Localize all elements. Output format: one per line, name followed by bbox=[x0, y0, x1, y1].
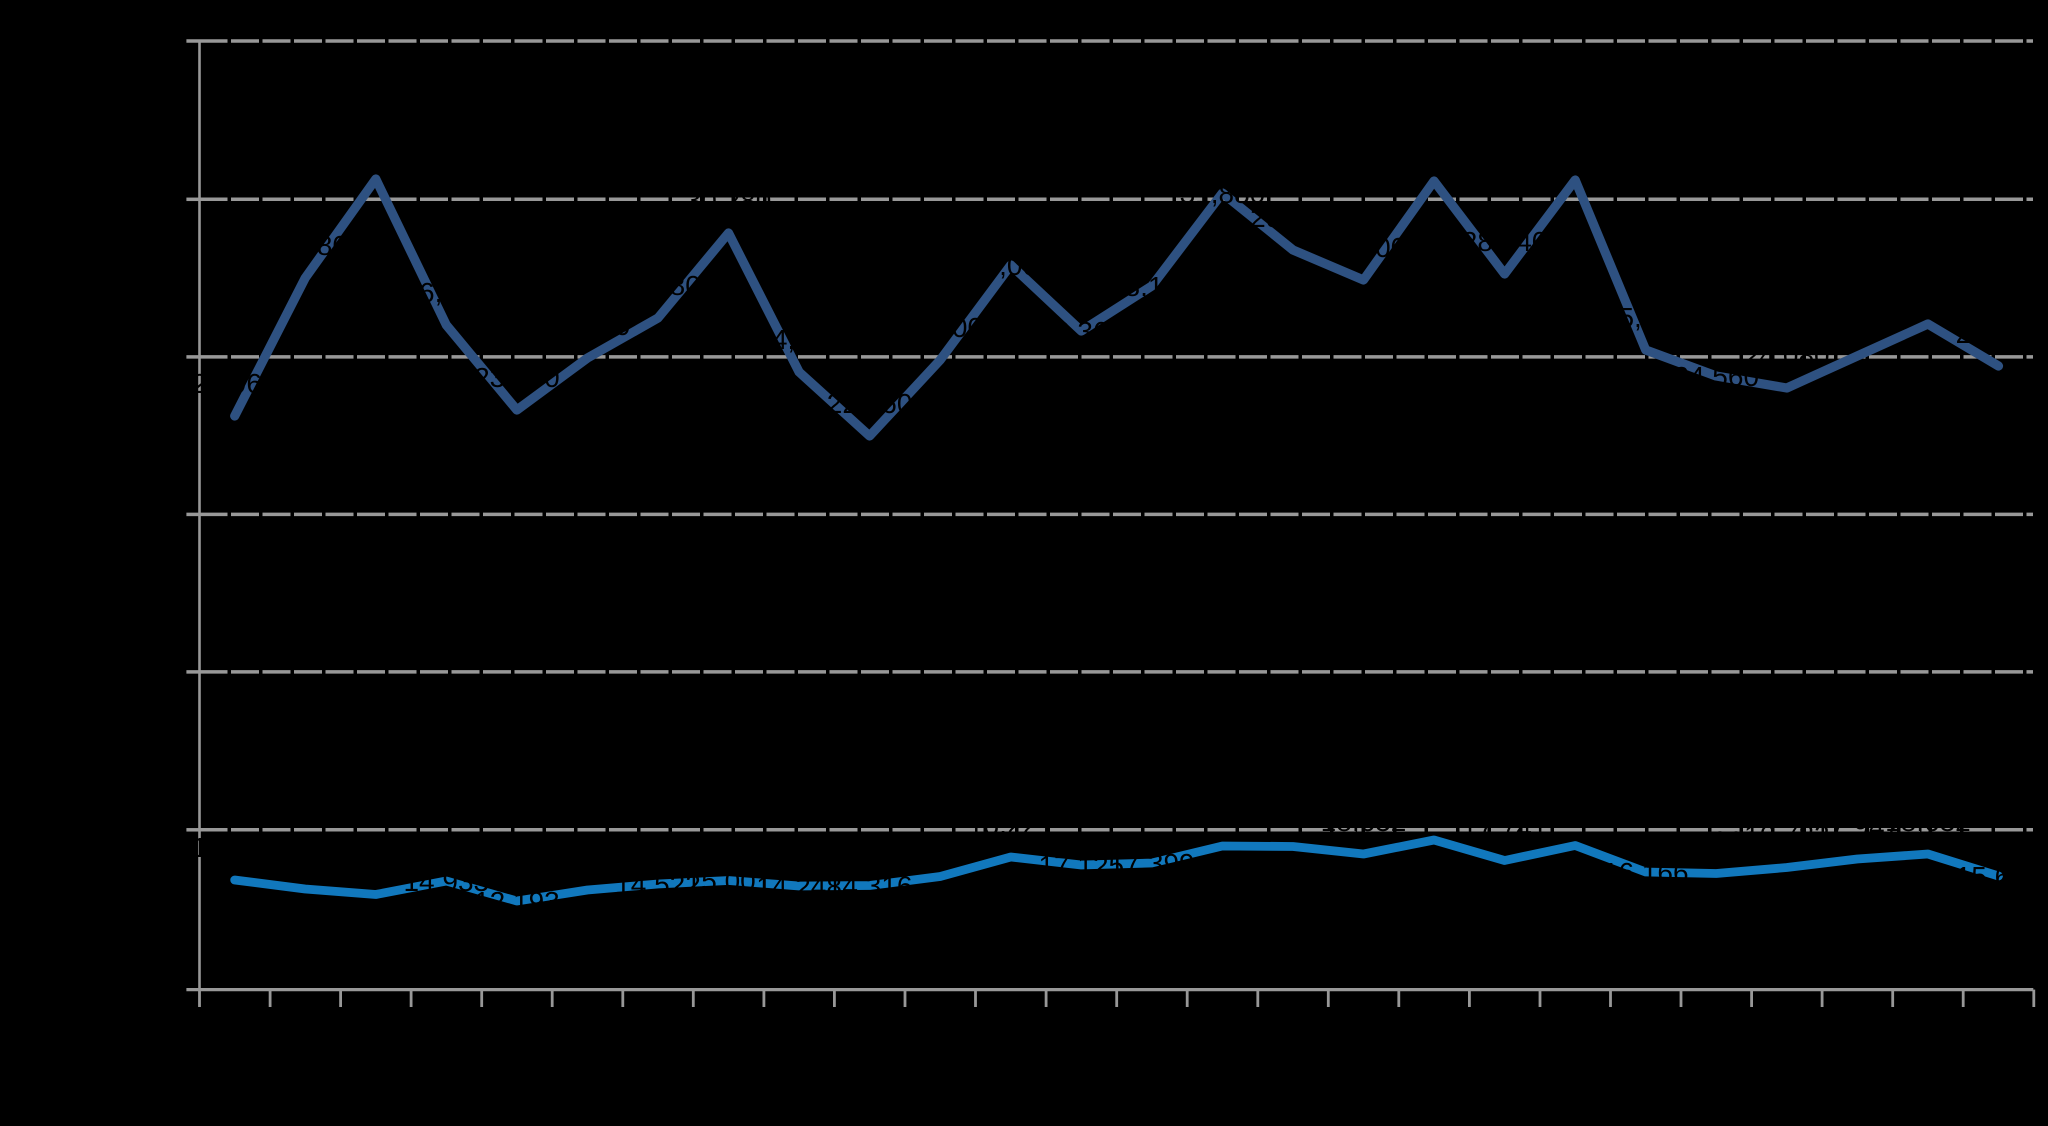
svg-text:15,070: 15,070 bbox=[192, 832, 278, 863]
svg-text:25,360: 25,360 bbox=[1814, 308, 1900, 339]
svg-text:15,960: 15,960 bbox=[1673, 826, 1759, 857]
svg-text:19,659: 19,659 bbox=[1250, 799, 1336, 830]
svg-text:23,200: 23,200 bbox=[474, 362, 560, 393]
svg-text:14,248: 14,248 bbox=[756, 871, 842, 902]
svg-text:24,560: 24,560 bbox=[1673, 361, 1759, 392]
svg-text:17,741: 17,741 bbox=[1462, 813, 1548, 844]
svg-text:28,480: 28,480 bbox=[262, 230, 348, 261]
svg-text:17,399: 17,399 bbox=[1109, 848, 1195, 879]
svg-text:19,796: 19,796 bbox=[1532, 798, 1618, 829]
svg-text:13,837: 13,837 bbox=[262, 841, 348, 872]
svg-text:29,000: 29,000 bbox=[968, 250, 1054, 281]
svg-text:32,440: 32,440 bbox=[333, 131, 419, 162]
svg-text:28,640: 28,640 bbox=[1462, 226, 1548, 257]
svg-text:18,221: 18,221 bbox=[968, 809, 1054, 840]
svg-text:13,700: 13,700 bbox=[545, 842, 631, 873]
svg-text:17,125: 17,125 bbox=[1038, 850, 1124, 881]
svg-text:28,160: 28,160 bbox=[1109, 271, 1195, 302]
svg-text:28,400: 28,400 bbox=[1321, 232, 1407, 263]
svg-text:24,960: 24,960 bbox=[1956, 318, 2042, 349]
svg-text:25,600: 25,600 bbox=[1603, 302, 1689, 333]
svg-text:19,728: 19,728 bbox=[1180, 798, 1266, 829]
svg-text:25,280: 25,280 bbox=[545, 310, 631, 341]
svg-text:14,522: 14,522 bbox=[615, 869, 701, 900]
svg-text:15,618: 15,618 bbox=[1956, 861, 2042, 892]
svg-text:30,280: 30,280 bbox=[686, 185, 772, 216]
svg-text:20,550: 20,550 bbox=[1391, 792, 1477, 823]
svg-text:22,160: 22,160 bbox=[827, 388, 913, 419]
svg-text:26,880: 26,880 bbox=[615, 270, 701, 301]
svg-text:24,720: 24,720 bbox=[756, 324, 842, 355]
svg-text:18,632: 18,632 bbox=[1321, 806, 1407, 837]
svg-text:32,400: 32,400 bbox=[1532, 132, 1618, 163]
svg-text:16,166: 16,166 bbox=[1603, 857, 1689, 888]
svg-text:26,360: 26,360 bbox=[1038, 316, 1124, 347]
svg-text:14,316: 14,316 bbox=[827, 871, 913, 902]
svg-text:12,193: 12,193 bbox=[474, 886, 560, 917]
svg-text:18,632: 18,632 bbox=[1885, 806, 1971, 837]
svg-text:14,933: 14,933 bbox=[403, 866, 489, 897]
svg-text:16,782: 16,782 bbox=[1744, 820, 1830, 851]
svg-text:31,880: 31,880 bbox=[1180, 178, 1266, 209]
svg-text:26,600: 26,600 bbox=[403, 277, 489, 308]
svg-text:15,001: 15,001 bbox=[686, 866, 772, 897]
svg-text:29,600: 29,600 bbox=[1250, 202, 1336, 233]
svg-text:26,640: 26,640 bbox=[1885, 276, 1971, 307]
svg-text:32,360: 32,360 bbox=[1391, 133, 1477, 164]
svg-text:24,080: 24,080 bbox=[1744, 340, 1830, 371]
svg-text:17,947: 17,947 bbox=[1814, 811, 1900, 842]
svg-text:15,549: 15,549 bbox=[897, 829, 983, 860]
svg-text:25,200: 25,200 bbox=[897, 312, 983, 343]
svg-text:13,083: 13,083 bbox=[333, 847, 419, 878]
svg-text:22,960: 22,960 bbox=[192, 368, 278, 399]
